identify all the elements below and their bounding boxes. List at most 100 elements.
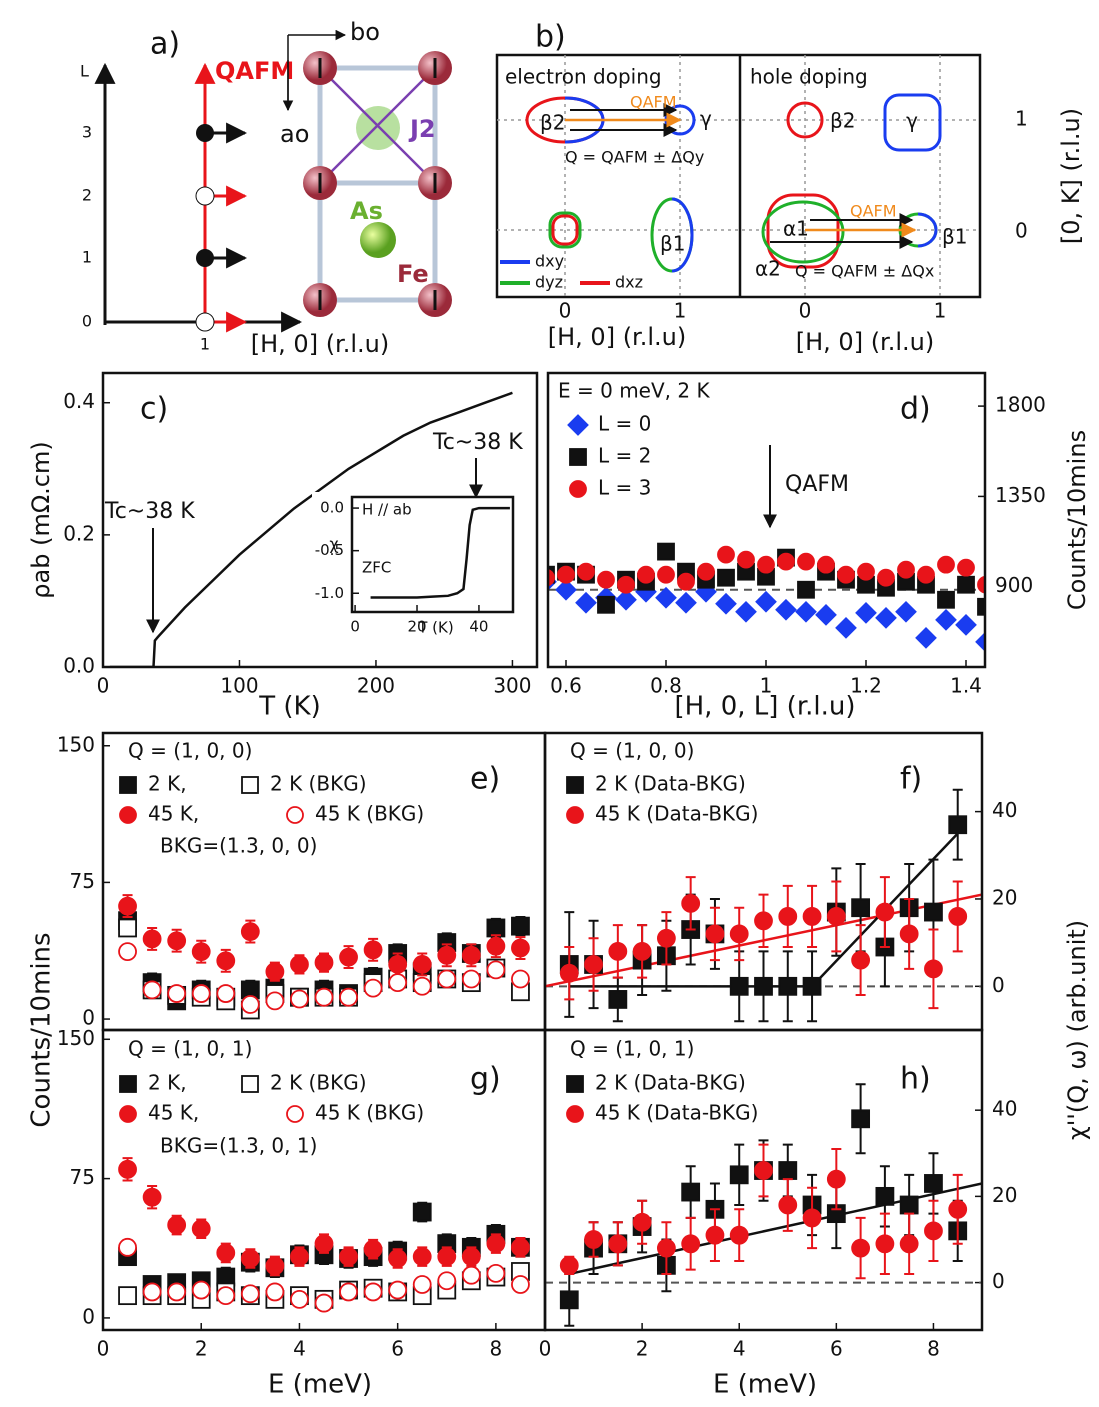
marker [851, 1238, 871, 1258]
marker [339, 1282, 358, 1302]
marker [948, 815, 968, 835]
marker [437, 969, 457, 989]
marker [877, 568, 895, 587]
marker [729, 976, 749, 996]
marker [826, 1169, 846, 1189]
pocket [761, 200, 845, 264]
legend-label: 2 K (Data-BKG) [595, 772, 746, 796]
x-tick-label: 4 [293, 1337, 306, 1361]
marker [265, 991, 285, 1011]
x-tick-label: 2 [636, 1337, 649, 1361]
tick-label: 0 [82, 312, 92, 331]
marker [632, 1212, 652, 1232]
y-tick-label: 150 [57, 1026, 95, 1050]
marker [632, 941, 652, 961]
marker [584, 955, 603, 974]
tick-label: 1 [82, 248, 92, 267]
y-tick-label: 40 [992, 798, 1017, 822]
marker [697, 562, 715, 581]
marker [142, 929, 162, 949]
marker [802, 1208, 822, 1228]
marker [265, 962, 285, 982]
marker [754, 911, 773, 931]
pocket [917, 212, 938, 248]
marker [924, 1174, 943, 1193]
y-tick-label: 0 [82, 1304, 95, 1328]
q-equation: Q = QAFM ± ΔQx [795, 262, 934, 281]
marker [240, 1284, 260, 1304]
marker [290, 955, 309, 974]
legend-label: 2 K (Data-BKG) [595, 1071, 746, 1095]
marker [290, 989, 309, 1009]
marker [757, 555, 775, 574]
marker [461, 969, 481, 989]
annotation: c) [140, 392, 168, 427]
legend-marker [119, 776, 137, 794]
x-tick-label: 0.6 [550, 674, 582, 698]
axis-label: [H, 0] (r.l.u) [796, 328, 934, 356]
marker [681, 1182, 701, 1202]
marker [437, 1271, 457, 1291]
x-tick-label: 6 [391, 1337, 404, 1361]
legend-marker [566, 1105, 584, 1123]
x-tick-label: 8 [490, 1337, 503, 1361]
marker [875, 902, 895, 922]
marker [461, 945, 481, 965]
marker [118, 1286, 137, 1306]
marker [915, 627, 937, 649]
marker [802, 907, 822, 926]
marker [717, 568, 735, 587]
tick-label: 1 [674, 299, 687, 323]
marker [314, 1293, 334, 1313]
marker [290, 1247, 309, 1267]
marker [778, 976, 798, 996]
tick-label: 3 [82, 123, 92, 142]
axis-label: L [80, 62, 89, 81]
j2-bond [329, 77, 426, 174]
axis-label: [0, K] (r.l.u) [1057, 108, 1085, 244]
pocket-label: γ [700, 107, 712, 131]
y-tick-label: 1350 [995, 483, 1046, 507]
marker [363, 1239, 383, 1259]
x-tick-label: 8 [927, 1337, 940, 1361]
y-tick-label: 150 [57, 732, 95, 756]
x-tick-label: 0 [97, 1337, 110, 1361]
axis-label: [H, 0] (r.l.u) [548, 323, 686, 351]
panel-label: a) [150, 27, 180, 62]
line [109, 391, 513, 667]
y-tick-label: 0.4 [63, 389, 95, 413]
marker [118, 918, 137, 938]
marker [777, 552, 795, 571]
fe-label: Fe [397, 260, 429, 288]
legend-label: 2 K (BKG) [270, 1071, 367, 1095]
marker [948, 907, 968, 926]
legend-label: 45 K (BKG) [315, 1101, 424, 1125]
q-equation: Q = QAFM ± ΔQy [565, 148, 704, 167]
x-tick-label: 200 [357, 674, 395, 698]
plot-area [545, 788, 982, 1023]
marker [875, 606, 897, 629]
tick-label: 1 [934, 299, 947, 323]
marker [584, 1230, 603, 1249]
legend-label: L = 3 [598, 476, 651, 500]
annotation: BKG=(1.3, 0, 0) [160, 834, 317, 858]
y-tick-label: 20 [992, 885, 1017, 909]
panel-b: b) electron doping hole doping β2 γ QAFM… [495, 20, 1085, 356]
pocket [786, 101, 824, 139]
x-tick-label: 300 [493, 674, 531, 698]
annotation: Q = (1, 0, 0) [570, 739, 694, 763]
marker [875, 1234, 895, 1254]
marker [240, 922, 260, 942]
x-tick-label: 4 [733, 1337, 746, 1361]
marker [857, 562, 875, 581]
pocket-label: β1 [942, 225, 968, 249]
y-tick-label: 0.2 [63, 521, 95, 545]
annotation: H // ab [362, 501, 412, 519]
annotation: QAFM [785, 472, 849, 497]
marker [778, 1195, 798, 1215]
as-label: As [350, 197, 383, 225]
frame [350, 495, 515, 614]
j2-label: J2 [408, 115, 436, 143]
legend-label: 45 K (Data-BKG) [595, 802, 758, 826]
